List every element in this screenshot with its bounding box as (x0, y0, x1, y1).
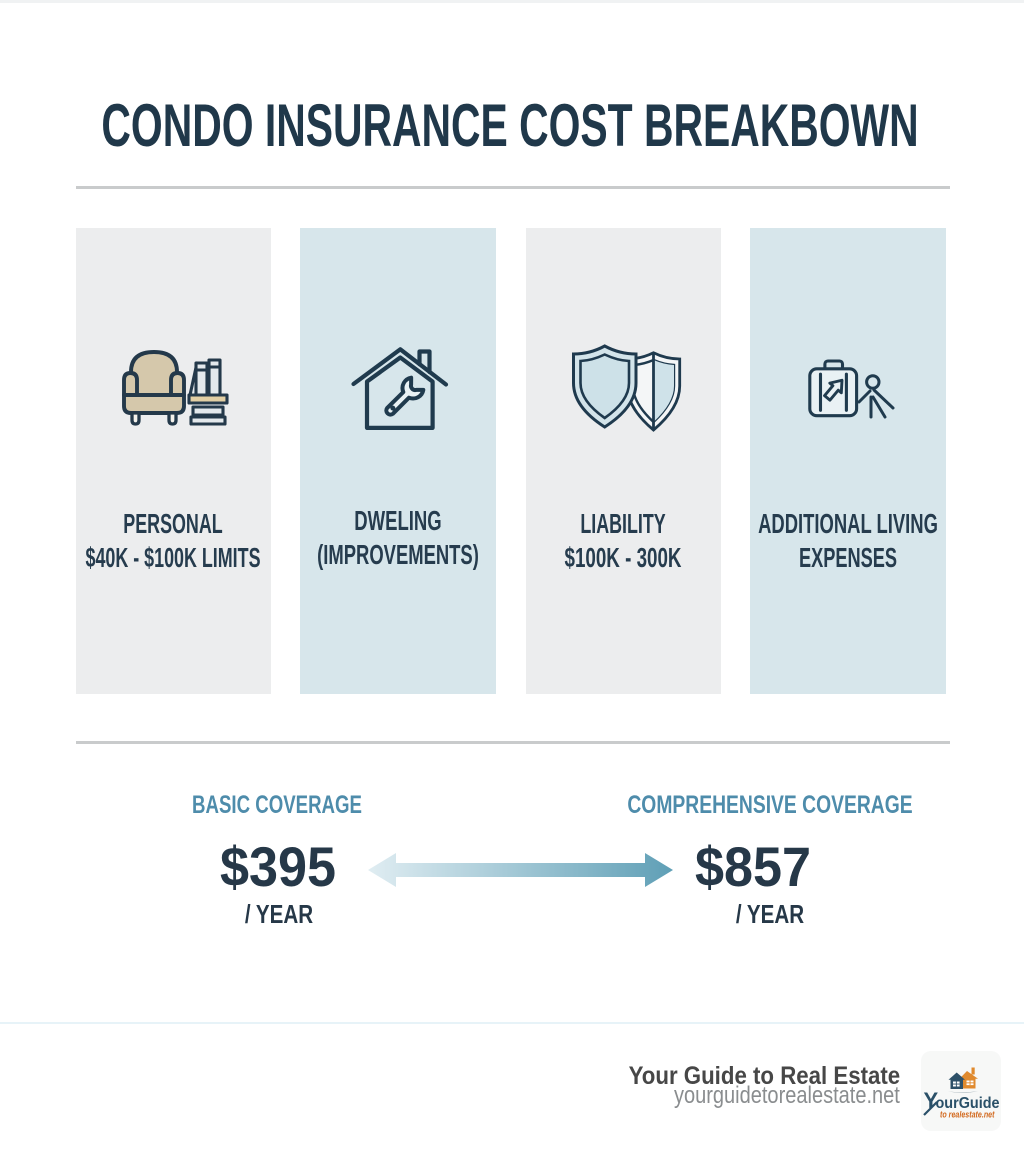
svg-text:Y: Y (924, 1088, 939, 1113)
svg-text:to realestate.net: to realestate.net (940, 1108, 996, 1119)
svg-text:ourGuide: ourGuide (936, 1095, 1000, 1113)
